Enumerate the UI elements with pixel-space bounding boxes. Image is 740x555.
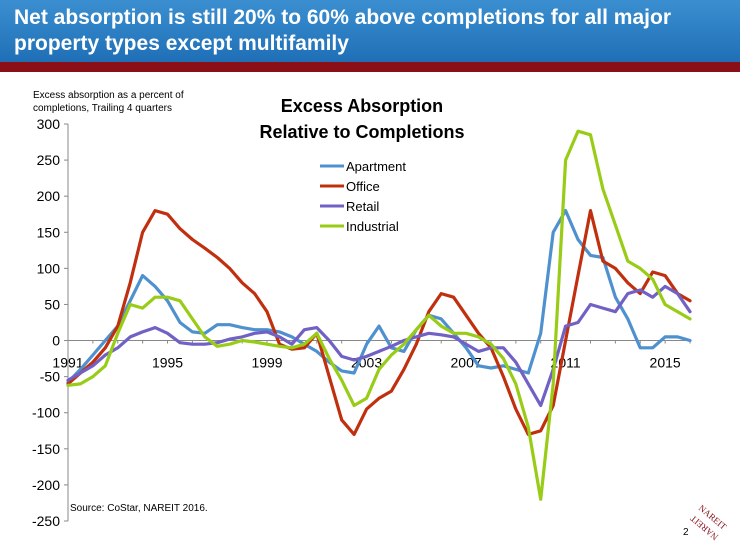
y-tick-label: 150: [37, 224, 61, 240]
y-tick-label: -50: [40, 369, 60, 385]
series-line-industrial: [66, 129, 692, 501]
series-line-apartment: [66, 209, 692, 384]
x-tick-label: 1999: [251, 355, 282, 371]
legend-label-apartment: Apartment: [346, 159, 406, 174]
chart-title-line: Excess Absorption: [280, 96, 444, 116]
y-tick-label: -250: [32, 513, 60, 529]
y-tick-label: 100: [37, 260, 61, 276]
title-banner: Net absorption is still 20% to 60% above…: [0, 0, 740, 62]
series-line-retail: [66, 284, 692, 408]
y-tick-label: -150: [32, 441, 60, 457]
legend-label-office: Office: [346, 179, 380, 194]
y-tick-label: 0: [52, 333, 60, 349]
chart-title-line: Relative to Completions: [259, 122, 465, 142]
y-tick-label: 300: [37, 116, 61, 132]
x-tick-label: 2011: [551, 355, 581, 371]
page-number: 2: [683, 527, 689, 538]
y-tick-label: -100: [32, 405, 60, 421]
y-tick-label: 50: [44, 296, 60, 312]
x-tick-label: 2015: [650, 355, 681, 371]
y-tick-label: 200: [37, 188, 61, 204]
chart-title: Excess Absorption Relative to Completions: [232, 93, 492, 145]
series-line-office: [66, 209, 692, 436]
slide-title: Net absorption is still 20% to 60% above…: [14, 6, 671, 55]
nareit-logo: NAREIT NAREIT: [688, 503, 729, 542]
y-axis-note: Excess absorption as a percent of comple…: [33, 90, 184, 114]
source-note: Source: CoStar, NAREIT 2016.: [70, 503, 208, 514]
legend-label-retail: Retail: [346, 199, 379, 214]
x-tick-label: 1995: [152, 355, 183, 371]
legend-label-industrial: Industrial: [346, 219, 399, 234]
title-rule: [0, 62, 740, 72]
x-tick-label: 1991: [52, 355, 83, 371]
y-tick-label: 250: [37, 152, 61, 168]
y-tick-label: -200: [32, 477, 60, 493]
